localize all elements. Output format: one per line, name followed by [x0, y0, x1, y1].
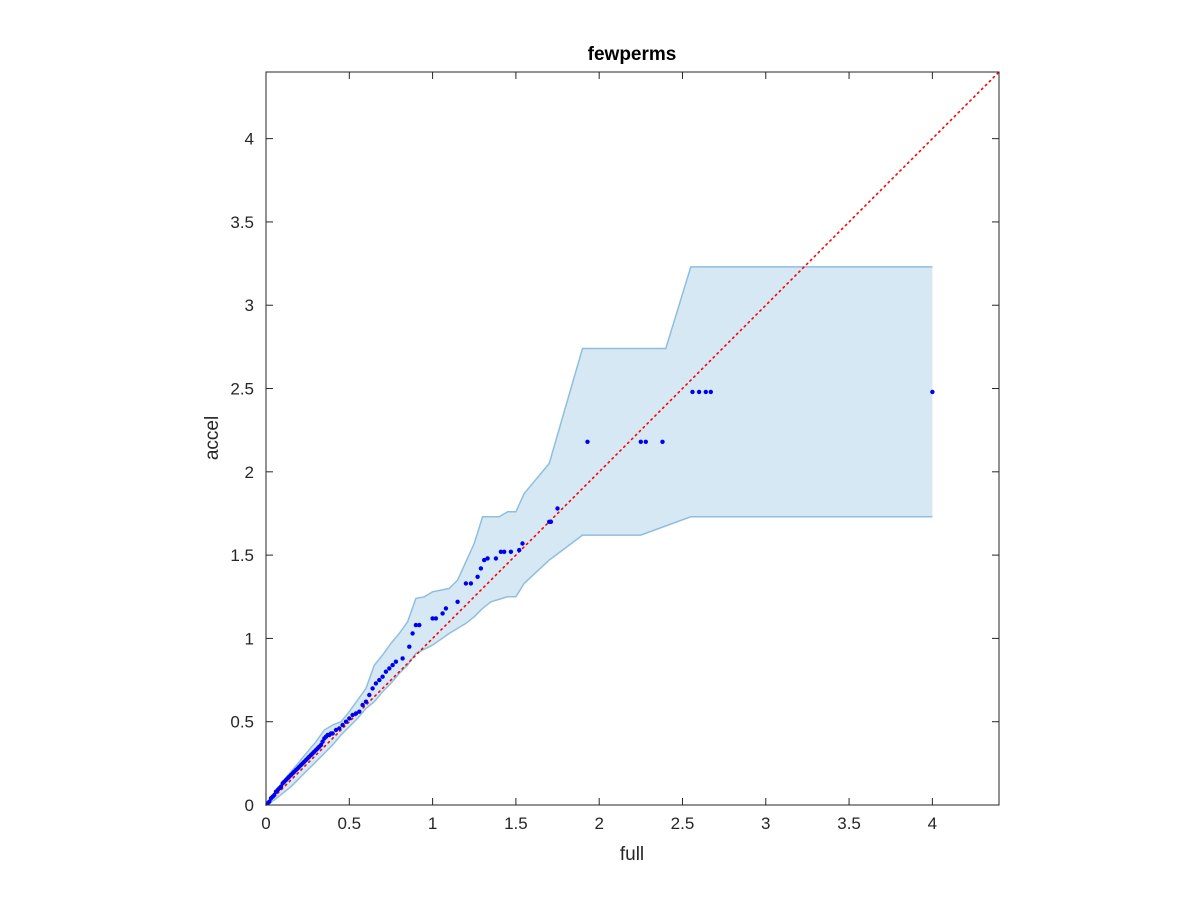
- data-point-57: [390, 662, 395, 668]
- data-point-69: [463, 581, 469, 586]
- data-point-77: [502, 549, 507, 554]
- x-axis: 0 0.5 1 1.5 2 2.5 3 3.5 4: [261, 72, 937, 833]
- data-point-87: [660, 439, 665, 444]
- y-axis-label: accel: [202, 416, 223, 460]
- data-point-64: [430, 616, 435, 621]
- data-point-59: [400, 656, 405, 661]
- data-point-71: [475, 574, 480, 579]
- data-point-62: [413, 622, 419, 628]
- data-point-74: [485, 556, 490, 561]
- data-point-45: [350, 712, 355, 718]
- data-point-8: [278, 784, 284, 789]
- data-point-54: [380, 674, 385, 679]
- data-point-78: [508, 549, 514, 554]
- y-tick-label: 3: [245, 296, 254, 315]
- data-point-60: [407, 644, 412, 649]
- reference-line: [265, 71, 1000, 806]
- data-point-39: [330, 731, 335, 736]
- data-point-75: [493, 556, 499, 561]
- data-point-32: [318, 742, 324, 748]
- data-point-84: [585, 439, 590, 444]
- data-point-83: [555, 506, 560, 511]
- confidence-band: [265, 266, 933, 806]
- data-point-66: [440, 611, 445, 616]
- data-point-89: [696, 389, 702, 395]
- x-tick-label: 2.5: [671, 814, 695, 833]
- y-tick-label: 1: [245, 629, 254, 648]
- data-point-33: [320, 739, 325, 744]
- data-point-72: [478, 566, 484, 571]
- y-tick-label: 1.5: [230, 546, 254, 565]
- band-fill: [266, 266, 933, 805]
- data-point-90: [703, 389, 708, 395]
- x-tick-label: 4: [928, 814, 937, 833]
- identity-reference-line: [265, 71, 1000, 806]
- data-point-52: [373, 681, 379, 686]
- data-point-91: [708, 389, 713, 395]
- data-point-79: [517, 547, 522, 553]
- y-tick-label: 3.5: [230, 213, 254, 232]
- data-point-1: [267, 799, 272, 804]
- band-lower-edge: [265, 516, 933, 806]
- y-tick-label: 0.5: [230, 713, 254, 732]
- data-point-53: [377, 677, 382, 683]
- data-point-49: [363, 699, 369, 704]
- x-tick-label: 0.5: [337, 814, 361, 833]
- data-point-58: [393, 659, 399, 664]
- data-point-61: [410, 631, 415, 636]
- data-point-82: [548, 519, 554, 524]
- data-point-76: [498, 549, 504, 554]
- data-point-68: [455, 599, 460, 604]
- x-tick-label: 2: [594, 814, 603, 833]
- data-point-42: [340, 722, 345, 728]
- data-point-4: [272, 792, 277, 798]
- data-point-92: [930, 389, 935, 395]
- data-point-43: [343, 719, 349, 724]
- x-tick-label: 1.5: [504, 814, 528, 833]
- data-point-63: [417, 622, 422, 628]
- x-tick-label: 1: [428, 814, 437, 833]
- data-point-88: [690, 389, 695, 395]
- data-point-70: [468, 581, 474, 586]
- x-axis-label: full: [620, 844, 644, 865]
- x-tick-label: 0: [261, 814, 270, 833]
- data-point-47: [357, 709, 362, 714]
- band-upper-edge: [265, 266, 933, 806]
- data-point-55: [383, 669, 389, 674]
- data-point-86: [643, 439, 648, 444]
- data-point-48: [360, 702, 365, 708]
- data-point-65: [433, 616, 439, 621]
- y-tick-label: 0: [245, 796, 254, 815]
- data-point-73: [482, 557, 487, 563]
- data-point-41: [337, 726, 342, 731]
- data-point-85: [638, 439, 643, 444]
- x-tick-label: 3.5: [837, 814, 861, 833]
- y-axis: 0 0.5 1 1.5 2 2.5 3 3.5 4: [230, 130, 999, 815]
- y-tick-label: 2.5: [230, 380, 254, 399]
- data-point-56: [387, 666, 392, 671]
- data-point-50: [367, 692, 372, 698]
- data-point-51: [370, 686, 375, 691]
- chart-title: fewperms: [588, 44, 677, 65]
- data-point-80: [520, 541, 525, 546]
- axes-box: [265, 71, 1000, 806]
- data-point-67: [443, 606, 449, 611]
- scatter-points: [265, 389, 935, 806]
- x-tick-label: 3: [761, 814, 770, 833]
- y-tick-label: 2: [245, 463, 254, 482]
- data-point-44: [347, 716, 352, 721]
- data-point-40: [333, 727, 339, 733]
- data-point-46: [353, 711, 359, 716]
- y-tick-label: 4: [245, 130, 254, 149]
